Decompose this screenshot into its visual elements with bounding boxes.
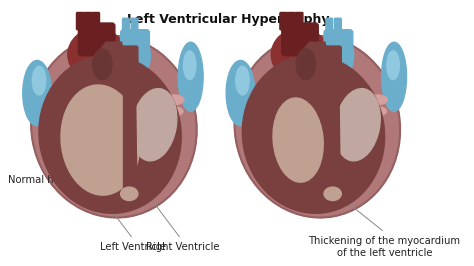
Ellipse shape (44, 119, 65, 128)
FancyBboxPatch shape (123, 18, 129, 34)
Ellipse shape (235, 36, 400, 218)
Ellipse shape (120, 187, 138, 201)
FancyBboxPatch shape (282, 23, 318, 56)
Polygon shape (327, 48, 340, 198)
FancyBboxPatch shape (295, 13, 303, 30)
Ellipse shape (247, 119, 268, 128)
Ellipse shape (43, 106, 66, 117)
Text: Left Ventricular Hypertrophy: Left Ventricular Hypertrophy (127, 13, 329, 26)
Text: Left Ventricle: Left Ventricle (100, 242, 166, 252)
Ellipse shape (387, 51, 399, 80)
Ellipse shape (273, 98, 323, 182)
Polygon shape (124, 48, 137, 198)
Ellipse shape (61, 85, 140, 195)
Ellipse shape (296, 49, 315, 80)
Text: Normal heart: Normal heart (9, 174, 74, 185)
FancyBboxPatch shape (92, 13, 100, 30)
Ellipse shape (369, 107, 386, 116)
FancyBboxPatch shape (288, 13, 295, 30)
FancyBboxPatch shape (280, 13, 288, 30)
Text: Right Ventricle: Right Ventricle (146, 242, 220, 252)
Ellipse shape (166, 107, 183, 116)
Ellipse shape (23, 60, 52, 126)
FancyBboxPatch shape (84, 13, 92, 30)
Ellipse shape (183, 51, 196, 80)
FancyBboxPatch shape (326, 18, 333, 34)
Ellipse shape (68, 28, 126, 81)
FancyBboxPatch shape (335, 18, 341, 34)
FancyBboxPatch shape (119, 46, 138, 86)
FancyBboxPatch shape (120, 30, 149, 57)
FancyBboxPatch shape (76, 13, 84, 30)
Ellipse shape (368, 95, 387, 105)
Ellipse shape (246, 106, 269, 117)
Ellipse shape (324, 187, 341, 201)
Polygon shape (79, 42, 128, 77)
Ellipse shape (132, 89, 177, 161)
Ellipse shape (39, 55, 181, 213)
Ellipse shape (236, 66, 249, 95)
FancyBboxPatch shape (323, 46, 341, 86)
Ellipse shape (93, 49, 112, 80)
Ellipse shape (31, 36, 197, 218)
Ellipse shape (242, 55, 384, 213)
FancyBboxPatch shape (324, 30, 353, 57)
Polygon shape (283, 42, 331, 77)
Ellipse shape (382, 42, 407, 111)
Ellipse shape (226, 60, 255, 126)
Ellipse shape (119, 33, 150, 79)
FancyBboxPatch shape (131, 18, 138, 34)
Ellipse shape (165, 95, 184, 105)
Ellipse shape (271, 28, 329, 81)
Ellipse shape (323, 33, 354, 79)
Ellipse shape (32, 66, 46, 95)
Ellipse shape (335, 89, 380, 161)
Ellipse shape (178, 42, 203, 111)
FancyBboxPatch shape (78, 23, 115, 56)
Text: Thickening of the myocardium
of the left ventricle: Thickening of the myocardium of the left… (309, 236, 460, 257)
